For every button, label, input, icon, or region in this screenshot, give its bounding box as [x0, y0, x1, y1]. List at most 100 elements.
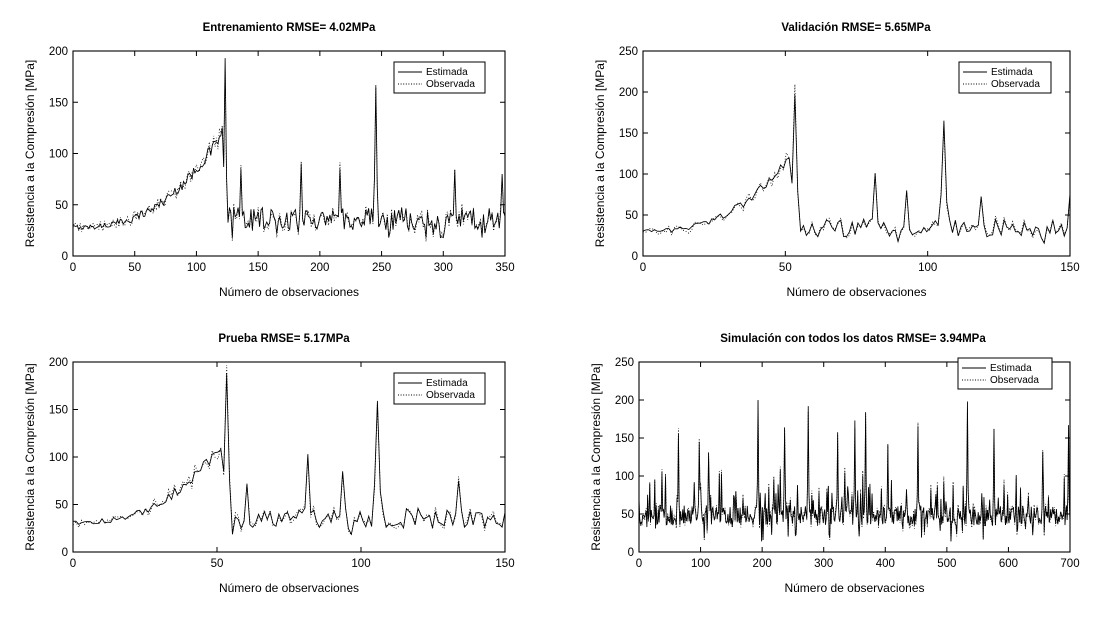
- y-tick-label: 150: [49, 97, 68, 109]
- axes-box: [72, 50, 506, 257]
- data-lines: [73, 58, 505, 242]
- x-tick-label: 300: [434, 262, 453, 274]
- panel-simulacion-svg: 0 100 200 300 400 500 600 700 0 50 100 150 200 250 Sim…: [589, 333, 1080, 595]
- series-observada: [643, 84, 1070, 245]
- x-tick-label: 100: [691, 558, 710, 570]
- x-tick-label: 600: [999, 558, 1018, 570]
- x-axis-label: Número de observaciones: [786, 285, 926, 299]
- x-tick-label: 50: [128, 262, 141, 274]
- x-tick-label: 50: [779, 262, 792, 274]
- data-lines: [643, 84, 1070, 245]
- x-tick-label: 250: [372, 262, 391, 274]
- x-tick-label: 100: [918, 262, 937, 274]
- x-tick-label: 50: [211, 558, 224, 570]
- y-axis-label: Resistencia a la Compresión [MPa]: [589, 363, 603, 550]
- y-tick-label: 200: [615, 395, 634, 407]
- panel-validacion-svg: 0 50 100 150 0 50 100 150 200 250 Validación RMSE=…: [593, 22, 1080, 299]
- x-tick-label: 300: [814, 558, 833, 570]
- legend-box: [393, 61, 486, 94]
- panel-title: Entrenamiento RMSE= 4.02MPa: [203, 22, 376, 34]
- x-axis-label: Número de observaciones: [784, 581, 924, 595]
- axes-box: [638, 361, 1071, 553]
- x-tick-label: 0: [70, 262, 76, 274]
- y-tick-label: 100: [49, 149, 68, 161]
- panel-entrenamiento-svg: 0 50 100 150 200 250 300 350 0 50 100 150 200 Entrena…: [23, 22, 515, 299]
- panel-simulacion: 0 100 200 300 400 500 600 700 0 50 100 150 200 250 Sim…: [553, 311, 1107, 621]
- x-tick-label: 150: [1060, 262, 1079, 274]
- x-axis-label: Número de observaciones: [219, 581, 359, 595]
- axes-box: [642, 50, 1071, 257]
- y-tick-label: 150: [619, 128, 638, 140]
- y-tick-label: 50: [55, 200, 68, 212]
- y-tick-label: 0: [62, 547, 68, 559]
- x-tick-label: 400: [876, 558, 895, 570]
- data-lines: [639, 399, 1070, 542]
- data-lines: [73, 365, 505, 537]
- y-axis-label: Resistencia a la Compresión [MPa]: [23, 363, 37, 550]
- plot-4-group: 0 100 200 300 400 500 600 700 0 50 100 150 200 250 Sim…: [589, 333, 1080, 595]
- x-tick-label: 350: [495, 262, 514, 274]
- legend-label-observada: Observada: [426, 390, 475, 401]
- y-tick-label: 0: [628, 547, 634, 559]
- series-estimada: [639, 399, 1070, 542]
- y-tick-label: 150: [49, 405, 68, 417]
- x-tick-label: 200: [753, 558, 772, 570]
- x-tick-label: 500: [937, 558, 956, 570]
- x-tick-label: 0: [636, 558, 642, 570]
- x-tick-label: 200: [310, 262, 329, 274]
- y-tick-label: 100: [615, 471, 634, 483]
- legend-label-observada: Observada: [426, 79, 475, 90]
- legend-box: [957, 357, 1053, 390]
- panel-title: Simulación con todos los datos RMSE= 3.9…: [720, 333, 986, 345]
- y-axis-label: Resistencia a la Compresión [MPa]: [23, 60, 37, 247]
- series-estimada: [73, 373, 505, 536]
- y-tick-label: 250: [615, 357, 634, 369]
- series-estimada: [73, 58, 505, 239]
- y-tick-label: 250: [619, 46, 638, 58]
- legend-box: [958, 61, 1052, 94]
- legend-label-observada: Observada: [990, 375, 1039, 386]
- legend-label-estimada: Estimada: [990, 363, 1032, 374]
- y-tick-label: 200: [49, 46, 68, 58]
- x-tick-label: 0: [640, 262, 646, 274]
- y-tick-label: 100: [619, 169, 638, 181]
- plot-2-group: 0 50 100 150 0 50 100 150 200 250 Validación RMSE=…: [593, 22, 1080, 299]
- y-tick-label: 100: [49, 452, 68, 464]
- panel-prueba-svg: 0 50 100 150 0 50 100 150 200 Prueba RMSE= 5.17MP…: [23, 333, 515, 595]
- y-tick-label: 50: [621, 509, 634, 521]
- x-tick-label: 150: [249, 262, 268, 274]
- x-tick-label: 700: [1060, 558, 1079, 570]
- y-tick-label: 150: [615, 433, 634, 445]
- axes-box: [72, 361, 506, 553]
- legend-label-estimada: Estimada: [426, 67, 468, 78]
- plot-3-group: 0 50 100 150 0 50 100 150 200 Prueba RMSE= 5.17MP…: [23, 333, 515, 595]
- y-axis-label: Resistencia a la Compresión [MPa]: [593, 60, 607, 247]
- y-tick-label: 0: [62, 251, 68, 263]
- y-tick-label: 200: [619, 87, 638, 99]
- x-axis-label: Número de observaciones: [219, 285, 359, 299]
- y-tick-label: 0: [632, 251, 638, 263]
- legend-label-estimada: Estimada: [991, 67, 1033, 78]
- y-tick-label: 50: [625, 210, 638, 222]
- legend-label-estimada: Estimada: [426, 378, 468, 389]
- panel-title: Prueba RMSE= 5.17MPa: [218, 333, 350, 345]
- x-tick-label: 0: [70, 558, 76, 570]
- y-tick-label: 50: [55, 500, 68, 512]
- x-tick-label: 100: [351, 558, 370, 570]
- panel-title: Validación RMSE= 5.65MPa: [781, 22, 931, 34]
- legend-label-observada: Observada: [991, 79, 1040, 90]
- series-observada: [73, 70, 505, 242]
- series-estimada: [643, 94, 1070, 245]
- y-tick-label: 200: [49, 357, 68, 369]
- x-tick-label: 100: [187, 262, 206, 274]
- legend-box: [393, 372, 486, 405]
- panel-prueba: 0 50 100 150 0 50 100 150 200 Prueba RMSE= 5.17MP…: [0, 311, 554, 621]
- panel-validacion: 0 50 100 150 0 50 100 150 200 250 Validación RMSE=…: [553, 0, 1107, 311]
- panel-entrenamiento: 0 50 100 150 200 250 300 350 0 50 100 150 200 Entrena…: [0, 0, 554, 311]
- plot-1-group: 0 50 100 150 200 250 300 350 0 50 100 150 200 Entrena…: [23, 22, 515, 299]
